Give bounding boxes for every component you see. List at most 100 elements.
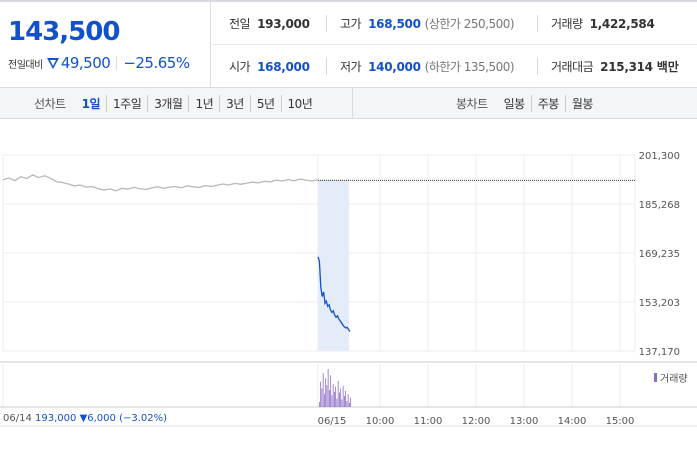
down-arrow-icon — [46, 57, 59, 69]
stat-value: 193,000 — [257, 16, 310, 31]
volume-swatch — [654, 373, 657, 382]
divider — [326, 58, 327, 75]
today-price-line — [317, 256, 351, 333]
stat-unit: 백만 — [656, 60, 679, 74]
prev-diff-value: 6,000 — [87, 413, 116, 424]
x-tick-label: 15:00 — [606, 416, 635, 427]
volume-bar — [335, 386, 337, 407]
price-stats: 전일 193,000 고가 168,500 (상한가 250,500) 거래량 … — [212, 2, 697, 88]
x-tick-label: 11:00 — [414, 416, 443, 427]
volume-bar — [334, 391, 335, 407]
diff-label: 전일대비 — [8, 59, 43, 71]
stats-row: 전일 193,000 고가 168,500 (상한가 250,500) 거래량 … — [212, 2, 697, 45]
stat-label: 시가 — [229, 60, 251, 74]
volume-bar — [337, 380, 339, 407]
stat-label: 거래대금 — [551, 60, 594, 74]
divider — [537, 15, 538, 32]
volume-bar — [339, 392, 340, 407]
chart-toolbar: 선차트 1일 1주일 3개월 1년 3년 5년 10년 봉차트 일봉 주봉 월봉 — [0, 88, 697, 119]
volume-bar — [331, 395, 333, 407]
stat-value: 140,000 — [368, 59, 421, 74]
prev-date: 06/14 — [3, 413, 32, 424]
line-chart-periods: 선차트 1일 1주일 3개월 1년 3년 5년 10년 — [34, 88, 318, 118]
volume-bar — [345, 391, 347, 407]
stat-trade-amount: 거래대금 215,314 백만 — [551, 45, 679, 88]
volume-legend: 거래량 — [654, 370, 688, 385]
diff-rate: −25.65% — [123, 54, 190, 72]
prev-day-line — [2, 174, 319, 192]
stat-value: 168,500 — [368, 16, 421, 31]
period-10y-button[interactable]: 10년 — [280, 94, 319, 112]
y-tick-label: 169,235 — [639, 249, 680, 260]
stat-label: 저가 — [340, 60, 362, 74]
stat-sub: (하한가 135,500) — [424, 60, 515, 74]
stat-high: 고가 168,500 (상한가 250,500) — [340, 2, 515, 45]
stats-row: 시가 168,000 저가 140,000 (하한가 135,500) 거래대금… — [212, 45, 697, 88]
divider — [537, 58, 538, 75]
stat-sub: (상한가 250,500) — [424, 17, 515, 31]
volume-bar — [326, 385, 328, 407]
volume-bar — [324, 394, 325, 407]
period-3y-button[interactable]: 3년 — [219, 94, 250, 112]
x-tick-label: 12:00 — [462, 416, 491, 427]
stock-header: 143,500 전일대비 49,500 −25.65% 전일 193,000 고… — [0, 0, 697, 88]
price-summary: 143,500 전일대비 49,500 −25.65% — [0, 2, 211, 88]
prev-day-info: 06/14 193,000 ▼6,000 (−3.02%) — [3, 413, 167, 424]
volume-bar — [344, 396, 345, 407]
volume-legend-label: 거래량 — [660, 374, 688, 385]
x-tick-label: 13:00 — [510, 416, 539, 427]
today-highlight — [318, 180, 349, 351]
volume-bar — [325, 378, 327, 407]
stat-label: 고가 — [340, 17, 362, 31]
stat-open: 시가 168,000 — [229, 45, 310, 88]
volume-bar — [321, 388, 323, 407]
volume-bar — [342, 385, 344, 407]
stat-prev-close: 전일 193,000 — [229, 2, 310, 45]
price-chart-svg: 201,300 185,268 169,235 153,203 137,170 06/1… — [0, 151, 697, 427]
volume-bar — [327, 369, 329, 407]
candle-chart-title: 봉차트 — [456, 96, 488, 111]
x-tick-label: 10:00 — [366, 416, 395, 427]
volume-bar — [329, 390, 330, 407]
stat-value: 168,000 — [257, 59, 310, 74]
period-1y-button[interactable]: 1년 — [188, 94, 219, 112]
volume-bar — [349, 402, 350, 407]
volume-bar — [320, 381, 322, 407]
candle-monthly-button[interactable]: 월봉 — [564, 94, 599, 112]
price-chart: 201,300 185,268 169,235 153,203 137,170 06/1… — [0, 120, 697, 449]
divider — [116, 56, 118, 70]
period-1w-button[interactable]: 1주일 — [106, 94, 147, 112]
volume-bar — [330, 375, 332, 407]
y-tick-label: 185,268 — [639, 200, 680, 211]
stat-label: 거래량 — [551, 17, 583, 31]
diff-value: 49,500 — [60, 54, 111, 72]
stat-label: 전일 — [229, 17, 251, 31]
stat-value: 1,422,584 — [589, 16, 655, 31]
volume-bar — [336, 398, 338, 407]
current-price: 143,500 — [8, 17, 120, 47]
divider — [352, 88, 353, 118]
y-tick-label: 153,203 — [639, 298, 680, 309]
volume-bar — [340, 388, 342, 407]
volume-bar — [332, 383, 334, 407]
prev-close-value: 193,000 — [35, 413, 77, 424]
candle-daily-button[interactable]: 일봉 — [503, 96, 526, 111]
x-tick-label: 06/15 — [318, 416, 347, 427]
y-tick-label: 137,170 — [639, 347, 680, 358]
volume-bar — [347, 394, 349, 407]
volume-bar — [350, 397, 352, 407]
volume-bar — [319, 401, 320, 407]
stat-value: 215,314 — [600, 59, 653, 74]
period-5y-button[interactable]: 5년 — [249, 94, 281, 112]
y-tick-label: 201,300 — [639, 151, 680, 162]
period-3m-button[interactable]: 3개월 — [147, 94, 188, 112]
period-1d-button[interactable]: 1일 — [81, 96, 101, 111]
prev-diff-rate: (−3.02%) — [119, 413, 168, 424]
down-arrow-icon: ▼ — [79, 413, 88, 424]
divider — [326, 15, 327, 32]
volume-bar — [341, 399, 343, 407]
candle-weekly-button[interactable]: 주봉 — [530, 94, 565, 112]
x-tick-label: 14:00 — [558, 416, 587, 427]
line-chart-title: 선차트 — [34, 96, 66, 111]
stat-volume: 거래량 1,422,584 — [551, 2, 655, 45]
